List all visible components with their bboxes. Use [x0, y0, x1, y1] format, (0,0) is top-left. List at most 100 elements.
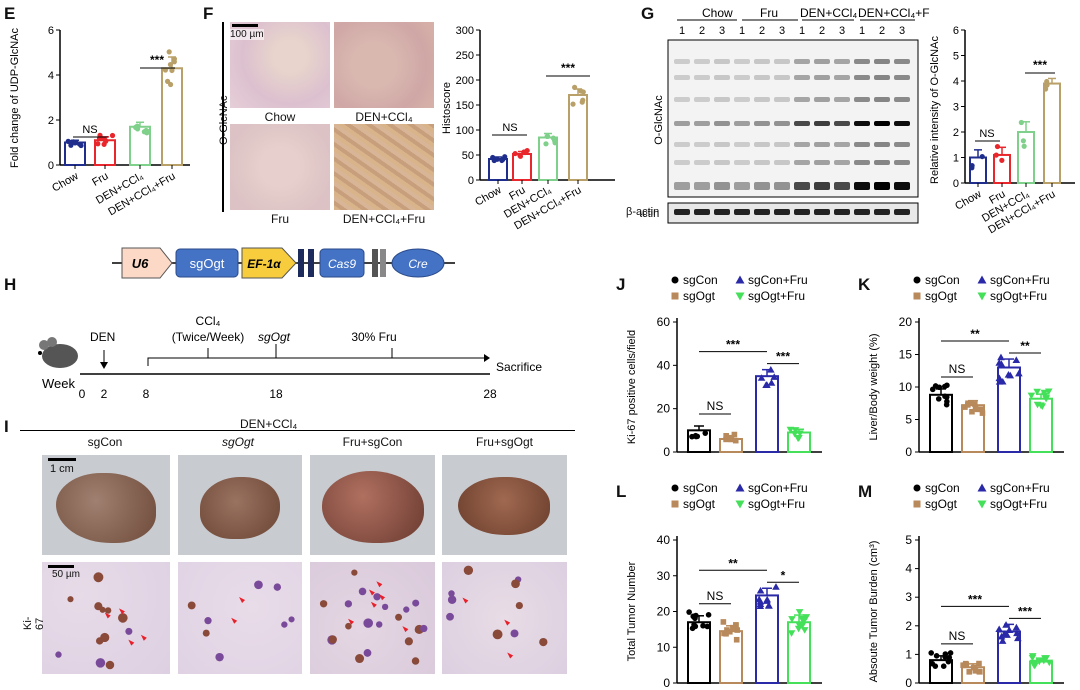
point-k	[995, 378, 1004, 385]
nucleus	[55, 651, 62, 658]
nucleus	[202, 629, 210, 637]
ytick-label-g: 6	[953, 25, 959, 37]
blot-band	[794, 160, 810, 165]
ef1a-promoter	[241, 247, 297, 279]
point-l	[733, 622, 739, 628]
arrow-marker	[379, 594, 386, 601]
cas9-box	[319, 248, 365, 278]
blot-band	[714, 121, 730, 126]
actin-band	[794, 209, 810, 215]
nucleus	[351, 569, 358, 576]
scale-label-i-bottom: 50 µm	[52, 569, 80, 580]
point-k	[1027, 392, 1036, 400]
blot-g: Chow Fru DEN+CCl₄ DEN+CCl₄+Fru 1 2 3 1 2 3 1 2 3…	[640, 6, 930, 224]
blot-band	[894, 75, 910, 80]
point-m	[928, 650, 935, 656]
nucleus	[363, 618, 373, 628]
tl-fru: 30% Fru	[351, 330, 396, 344]
point-l	[765, 602, 773, 609]
point-j	[796, 430, 804, 437]
ytick-label: 0	[663, 445, 670, 459]
nls-1	[298, 249, 304, 277]
point-f	[572, 84, 578, 90]
legend-marker-l-1	[735, 483, 745, 492]
nucleus	[187, 601, 196, 610]
schematic-h: U6 sgOgt EF-1α Cas9 Cre Week DEN CCl₄ (T…	[38, 247, 542, 401]
blot-band	[694, 182, 710, 190]
point-m	[995, 625, 1003, 633]
arrow-marker	[462, 597, 469, 604]
legend-marker-j-1	[735, 275, 745, 284]
construct-cre: Cre	[408, 257, 428, 271]
point-m	[940, 663, 947, 669]
point-e	[143, 127, 149, 134]
sgogt-box	[175, 248, 239, 278]
lane-number: 3	[719, 25, 725, 37]
nucleus	[375, 621, 383, 628]
nucleus	[104, 607, 112, 614]
ki67-row-label: Ki-67	[22, 616, 46, 630]
point-k	[969, 408, 975, 415]
blot-band	[854, 182, 870, 190]
bar-l-0	[687, 621, 711, 685]
construct-sgogt: sgOgt	[190, 256, 225, 271]
point-l	[795, 609, 804, 616]
point-f	[499, 157, 505, 164]
arrow-marker	[376, 581, 383, 588]
week-label: Week	[42, 376, 75, 391]
nucleus	[381, 603, 389, 611]
blot-membrane	[667, 39, 919, 198]
legend-marker-k-1	[977, 275, 987, 284]
point-l	[733, 636, 740, 643]
blot-band	[854, 160, 870, 165]
point-m	[976, 660, 982, 667]
blot-band	[754, 160, 770, 165]
blot-band	[854, 121, 870, 126]
point-m	[1014, 634, 1022, 642]
point-j	[757, 374, 766, 381]
lane-number: 1	[679, 25, 685, 37]
legend-label-l-1: sgCon+Fru	[748, 481, 808, 495]
nucleus	[446, 612, 454, 621]
blot-band	[714, 142, 730, 147]
point-l	[794, 625, 803, 633]
point-k	[997, 353, 1005, 361]
sig-label-1: **	[728, 556, 738, 570]
ytick-label: 60	[657, 315, 671, 329]
panel-label-h: H	[4, 275, 17, 294]
nucleus	[355, 654, 365, 664]
actin-band	[674, 209, 690, 215]
point-l	[704, 623, 711, 630]
xlabel-e-0: Chow	[50, 170, 80, 194]
arrow-marker	[239, 597, 246, 604]
nucleus	[492, 629, 503, 640]
blot-band	[874, 142, 890, 147]
nucleus	[463, 565, 474, 575]
point-f	[490, 154, 496, 161]
chart-g: 0 1 2 3 4 5 6 Relative intensity of O-GlcNAc C…	[929, 25, 1075, 236]
blot-band	[814, 121, 830, 126]
bar-f-3	[568, 94, 588, 181]
point-l	[730, 624, 736, 631]
blot-band	[754, 97, 770, 102]
point-g	[1044, 82, 1050, 88]
scale-bar-i-top	[48, 458, 76, 461]
point-f	[543, 141, 549, 147]
panel-label-l: L	[616, 482, 627, 501]
blot-band	[894, 97, 910, 102]
blot-band	[694, 75, 710, 80]
ki67-sgcon	[42, 562, 170, 674]
wk-18: 18	[269, 387, 283, 401]
point-m	[1012, 623, 1021, 631]
point-m	[1041, 655, 1049, 662]
blot-band	[874, 160, 890, 165]
nucleus	[411, 657, 420, 665]
wk-28: 28	[483, 387, 497, 401]
point-m	[966, 669, 973, 675]
blot-band	[694, 142, 710, 147]
blot-band	[834, 75, 850, 80]
legend-label-j-2: sgOgt	[683, 289, 716, 303]
blot-band	[774, 160, 790, 165]
point-l	[700, 622, 706, 629]
